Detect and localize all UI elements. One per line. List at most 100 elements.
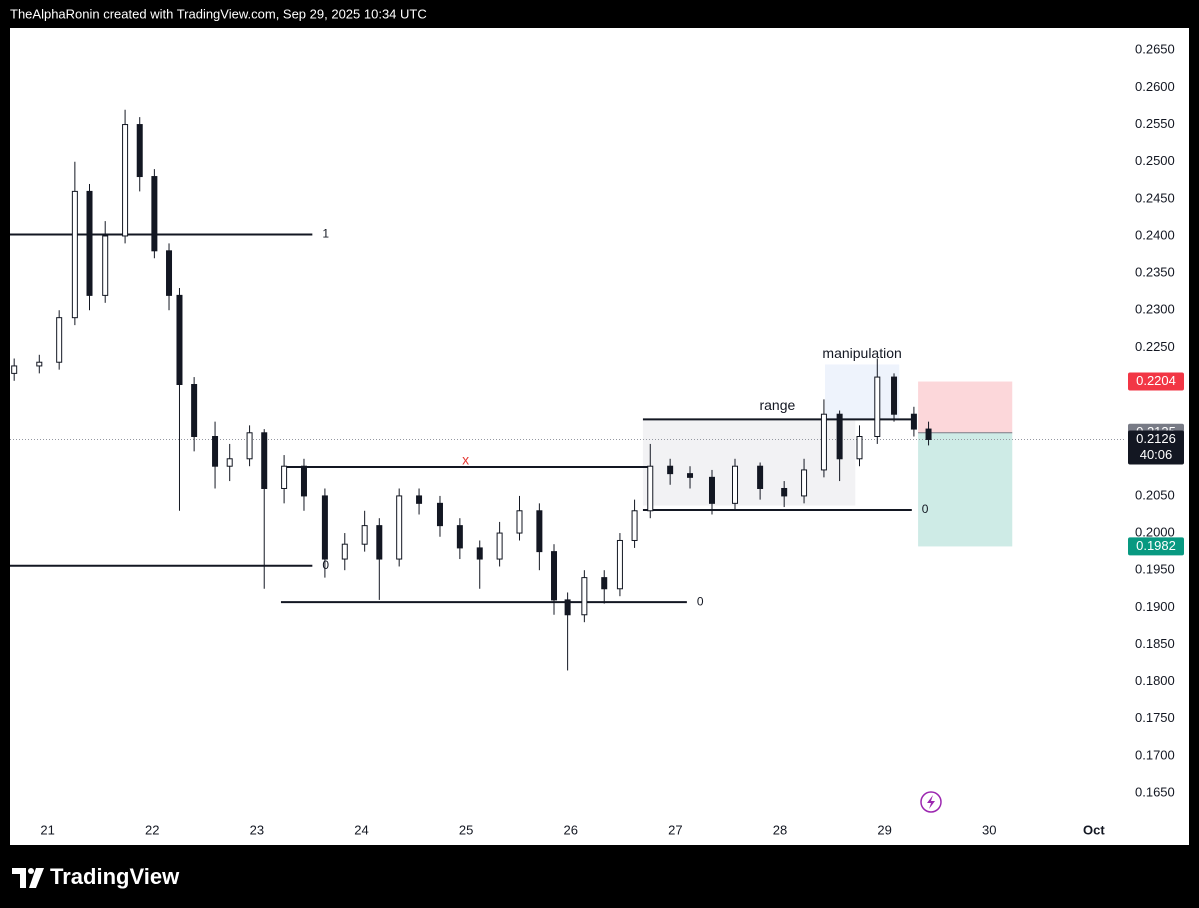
- x-tick-label: 27: [668, 822, 682, 837]
- candle-body: [136, 124, 143, 178]
- candle-body: [516, 510, 523, 534]
- candle-body: [925, 428, 932, 440]
- x-tick-label: 25: [459, 822, 473, 837]
- y-tick-label: 0.2400: [1135, 227, 1175, 242]
- candle-body: [891, 376, 898, 415]
- level-label: x: [462, 452, 469, 468]
- candle-body: [341, 543, 348, 560]
- header: TheAlphaRonin created with TradingView.c…: [10, 6, 427, 21]
- candle-body: [456, 525, 463, 549]
- x-tick-label: 26: [564, 822, 578, 837]
- y-tick-label: 0.2500: [1135, 153, 1175, 168]
- candle-body: [71, 190, 78, 319]
- candle-body: [708, 476, 715, 504]
- y-tick-label: 0.2300: [1135, 302, 1175, 317]
- candle-body: [300, 465, 307, 497]
- candle-body: [564, 599, 571, 616]
- candle-body: [281, 465, 288, 489]
- candle-body: [874, 376, 881, 437]
- candle-body: [102, 235, 109, 296]
- level-label: 0: [697, 594, 704, 608]
- price-tag: [1128, 430, 1184, 465]
- y-tick-label: 0.2650: [1135, 42, 1175, 57]
- countdown: 40:06: [1140, 447, 1173, 462]
- y-tick-label: 0.1750: [1135, 710, 1175, 725]
- y-tick-label: 0.2000: [1135, 524, 1175, 539]
- candle-body: [910, 413, 917, 430]
- candle-body: [687, 473, 694, 478]
- candle-body: [757, 465, 764, 489]
- candle-body: [667, 465, 674, 475]
- y-tick-label: 0.1700: [1135, 747, 1175, 762]
- candle-body: [212, 436, 219, 467]
- price-tag-label: 0.2126: [1136, 431, 1176, 446]
- y-tick-label: 0.2250: [1135, 339, 1175, 354]
- y-tick-label: 0.2600: [1135, 79, 1175, 94]
- candle-body: [396, 495, 403, 560]
- price-tag: [1128, 372, 1184, 391]
- candle-body: [416, 495, 423, 504]
- x-tick-label: 24: [354, 822, 368, 837]
- candle-body: [496, 532, 503, 560]
- candle-body: [616, 539, 623, 590]
- candle-body: [581, 577, 588, 616]
- candle-body: [36, 361, 43, 367]
- x-tick-label: 30: [982, 822, 996, 837]
- candle-body: [361, 525, 368, 545]
- candle-body: [122, 124, 129, 237]
- candle-body: [820, 413, 827, 471]
- y-tick-label: 0.2550: [1135, 116, 1175, 131]
- y-tick-label: 0.2350: [1135, 265, 1175, 280]
- candle-body: [856, 436, 863, 460]
- alert-icon: [920, 791, 942, 813]
- x-tick-label: 22: [145, 822, 159, 837]
- x-tick-label: Oct: [1083, 822, 1105, 837]
- target-zone: [918, 432, 1013, 547]
- stop-zone: [918, 381, 1013, 433]
- x-tick-label: 21: [40, 822, 54, 837]
- candle-body: [601, 577, 608, 590]
- y-tick-label: 0.1950: [1135, 562, 1175, 577]
- candle-body: [732, 465, 739, 504]
- candle-body: [176, 294, 183, 386]
- candle-body: [321, 495, 328, 560]
- candle-body: [476, 547, 483, 560]
- candle-body: [56, 317, 63, 363]
- candle-body: [11, 365, 18, 374]
- y-tick-label: 0.2450: [1135, 190, 1175, 205]
- x-tick-label: 23: [250, 822, 264, 837]
- candle-body: [226, 458, 233, 467]
- level-label: 1: [322, 227, 329, 241]
- zone-box: [824, 364, 900, 420]
- candle-body: [647, 465, 654, 512]
- y-tick-label: 0.1900: [1135, 599, 1175, 614]
- candle-body: [151, 176, 158, 252]
- price-tag: [1128, 537, 1184, 556]
- candle-body: [191, 384, 198, 438]
- y-tick-label: 0.1650: [1135, 784, 1175, 799]
- y-tick-label: 0.1800: [1135, 673, 1175, 688]
- x-tick-label: 28: [773, 822, 787, 837]
- level-label: 0: [922, 502, 929, 516]
- candle-body: [436, 502, 443, 527]
- zone-box: [642, 419, 856, 506]
- candle-body: [836, 413, 843, 460]
- tv-logo: [12, 868, 44, 888]
- candle-body: [261, 432, 268, 489]
- x-tick-label: 29: [877, 822, 891, 837]
- zone-label: manipulation: [822, 345, 901, 361]
- level-label: 0: [322, 558, 329, 572]
- footer-brand: TradingView: [50, 864, 180, 889]
- level-label: range: [759, 397, 795, 413]
- candle-body: [781, 487, 788, 497]
- candle-body: [246, 432, 253, 460]
- candle-body: [551, 551, 558, 601]
- candle-body: [536, 510, 543, 553]
- candle-body: [166, 250, 173, 296]
- candle-body: [376, 525, 383, 560]
- y-tick-label: 0.1850: [1135, 636, 1175, 651]
- price-tag-label: 0.2204: [1136, 373, 1176, 388]
- candle-body: [631, 510, 638, 541]
- candle-body: [86, 190, 93, 296]
